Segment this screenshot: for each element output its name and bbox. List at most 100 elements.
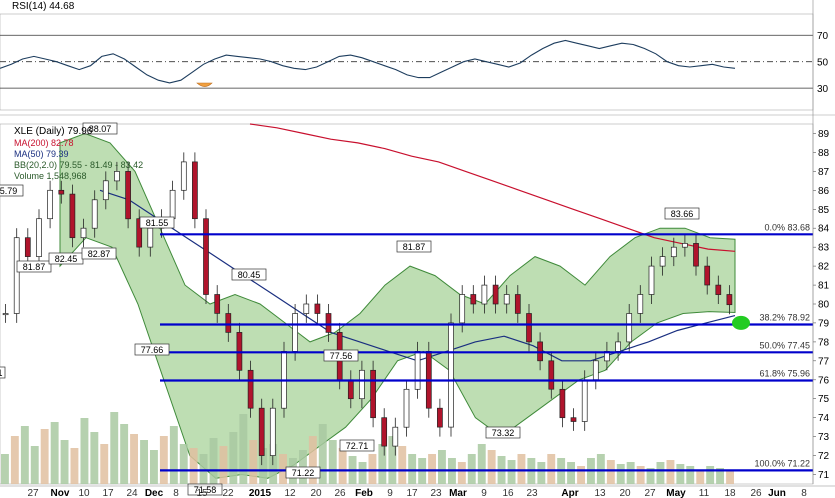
price-annotation-box <box>187 483 223 496</box>
fib-label: 38.2% 78.92 <box>759 313 810 323</box>
candle-body <box>526 313 532 343</box>
x-tick-label: 16 <box>502 488 514 498</box>
volume-bar <box>487 450 496 484</box>
volume-bar <box>398 446 407 484</box>
candle-body <box>392 426 399 447</box>
volume-bar <box>438 450 446 484</box>
x-tick-label: Feb <box>355 488 373 498</box>
candle-body <box>180 161 187 191</box>
price-tick-label: 74 <box>818 413 830 424</box>
price-tick-label: 72 <box>818 451 830 462</box>
price-annotation-label: 77.66 <box>141 345 164 355</box>
x-tick-label: Dec <box>145 488 164 498</box>
volume-bar <box>150 450 158 484</box>
price-tick-label: 71 <box>818 470 830 481</box>
rsi-tick-label: 30 <box>817 84 829 95</box>
candle-body <box>581 379 588 422</box>
candle-body <box>359 369 365 400</box>
x-tick-label: 2015 <box>249 488 272 498</box>
legend-bb: BB(20,2.0) 79.55 - 81.49 - 83.42 <box>14 160 143 170</box>
volume-bar <box>279 454 287 484</box>
price-annotation-label: 82.87 <box>88 249 111 259</box>
volume-bar <box>547 454 556 484</box>
candle-body <box>548 360 555 390</box>
volume-bar <box>368 454 377 484</box>
rsi-tick-label: 70 <box>817 31 829 42</box>
candle-body <box>136 218 143 248</box>
candle-body <box>648 265 655 295</box>
volume-bar <box>229 432 238 484</box>
candle-body <box>626 313 633 343</box>
candle-body <box>659 256 666 267</box>
candle-body <box>258 407 265 456</box>
price-annotation-box <box>231 268 267 281</box>
volume-bar <box>467 454 476 484</box>
price-panel: 0.0% 83.68 38.2% 78.92 50.0% 77.45 61.8% 75… <box>0 114 835 496</box>
price-tick-label: 73 <box>818 432 830 443</box>
volume-bar <box>30 446 39 484</box>
candle-body <box>437 407 443 428</box>
candle-body <box>69 193 76 239</box>
volume-bar <box>1 454 9 484</box>
volume-bar <box>199 454 208 484</box>
volume-bar <box>179 444 188 484</box>
candle-body <box>559 388 566 419</box>
price-annotation-box <box>285 466 321 479</box>
candle-body <box>24 237 31 257</box>
fib-label: 100.0% 71.22 <box>754 458 810 468</box>
volume-bar <box>169 426 178 484</box>
candle-body <box>503 294 510 305</box>
volume-bar <box>60 440 69 484</box>
x-tick-label: 20 <box>619 488 631 498</box>
volume-bar <box>80 418 89 484</box>
price-annotation-box <box>0 184 24 197</box>
x-tick-label: Mar <box>449 488 467 498</box>
volume-bar <box>567 462 575 484</box>
candle-body <box>481 284 488 305</box>
volume-bar <box>100 444 109 484</box>
candle-body <box>203 218 209 295</box>
candle-body <box>414 351 421 390</box>
candle-body <box>47 189 53 220</box>
volume-bar <box>626 462 635 484</box>
candle-body <box>637 294 644 314</box>
volume-bar <box>686 466 695 484</box>
volume-bar <box>596 454 605 484</box>
price-annotation-box <box>82 122 118 135</box>
volume-bar <box>577 466 585 484</box>
fib-label: 61.8% 75.96 <box>759 369 810 379</box>
legend-xle: XLE (Daily) 79.96 <box>14 126 93 137</box>
price-annotation-label: 81.87 <box>23 262 46 272</box>
x-tick-label: 9 <box>481 488 487 498</box>
candle-body <box>214 294 221 314</box>
candle-body <box>492 284 499 305</box>
candle-body <box>370 369 376 419</box>
candle-body <box>670 246 677 258</box>
price-tick-label: 82 <box>818 262 830 273</box>
ma200-line <box>249 123 736 252</box>
volume-bar <box>249 440 258 484</box>
price-annotation-label: 81.55 <box>146 218 169 228</box>
price-tick-label: 75 <box>818 394 830 405</box>
volume-bar <box>696 470 705 484</box>
price-annotation-label: 1 <box>0 368 3 378</box>
volume-bar <box>318 424 327 484</box>
x-tick-label: 18 <box>724 488 736 498</box>
legend-volume: Volume 1,548,968 <box>14 171 87 181</box>
candle-body <box>448 322 454 428</box>
candle-body <box>114 171 120 182</box>
candle-body <box>726 294 733 306</box>
volume-bar <box>706 466 715 484</box>
candle-body <box>693 243 699 267</box>
candle-body <box>459 294 466 324</box>
candle-body <box>592 360 599 381</box>
x-tick-label: 17 <box>102 488 114 498</box>
price-annotation-label: 88.07 <box>89 124 112 134</box>
x-tick-label: 23 <box>526 488 538 498</box>
price-annotation-box <box>339 439 375 452</box>
volume-bar <box>338 448 347 484</box>
candle-body <box>58 189 65 195</box>
candle-body <box>715 284 722 295</box>
